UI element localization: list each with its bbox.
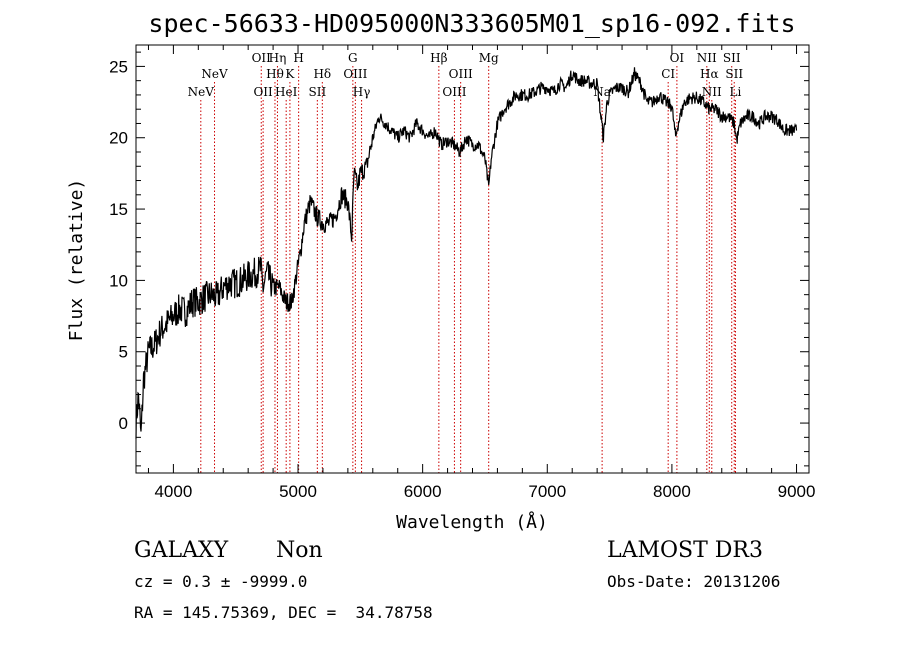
y-tick-label: 20 <box>109 129 128 148</box>
spectral-line-label: OIII <box>442 85 466 99</box>
spectral-line-label: Hα <box>700 67 719 81</box>
spectral-line-label: OIII <box>343 67 367 81</box>
spectral-line-label: SII <box>725 67 743 81</box>
y-tick-label: 5 <box>119 343 128 362</box>
spectral-line-label: OII <box>253 85 273 99</box>
ra-dec-coordinates: RA = 145.75369, DEC = 34.78758 <box>134 603 433 622</box>
spectral-line-label: OI <box>670 51 685 65</box>
spectral-line-label: CI <box>661 67 675 81</box>
spectral-line-label: Hθ <box>266 67 284 81</box>
spectral-line-label: OIII <box>449 67 473 81</box>
chart-title: spec-56633-HD095000N333605M01_sp16-092.f… <box>148 9 795 38</box>
y-tick-label: 15 <box>109 200 128 219</box>
spectral-line-label: OII <box>252 51 272 65</box>
spectral-line-label: K <box>285 67 295 81</box>
emission-lines: NeVNeVOIIOIIHθHηHeIKHSIIHδGOIIIHγHβOIIIO… <box>188 51 743 473</box>
y-axis-label: Flux (relative) <box>66 179 87 342</box>
x-tick-label: 4000 <box>154 482 192 501</box>
spectral-line-label: NII <box>697 51 717 65</box>
spectral-line-label: Hγ <box>353 85 371 99</box>
axis-ticks: 4000 5000 6000 7000 8000 9000 0 5 10 15 20 25 <box>109 45 815 501</box>
x-tick-label: 8000 <box>653 482 691 501</box>
spectral-line-label: NII <box>702 85 722 99</box>
object-subclass: Non <box>276 538 323 563</box>
spectral-line-label: SII <box>723 51 741 65</box>
y-tick-label: 0 <box>119 414 128 433</box>
spectral-line-label: Mg <box>479 51 499 65</box>
y-tick-label: 25 <box>109 57 128 76</box>
redshift-cz: cz = 0.3 ± -9999.0 <box>134 572 308 591</box>
x-tick-label: 5000 <box>279 482 317 501</box>
spectral-line-label: H <box>293 51 303 65</box>
x-tick-label: 9000 <box>778 482 816 501</box>
spectral-line-label: SII <box>308 85 326 99</box>
spectral-line-label: Li <box>730 85 742 99</box>
spectral-line-label: Hη <box>269 51 287 65</box>
spectrum-line <box>135 67 798 439</box>
x-tick-label: 7000 <box>528 482 566 501</box>
spectral-line-label: NeV <box>188 85 215 99</box>
spectral-line-label: NeV <box>201 67 228 81</box>
x-tick-label: 6000 <box>404 482 442 501</box>
observation-date: Obs-Date: 20131206 <box>607 572 781 591</box>
y-tick-label: 10 <box>109 271 128 290</box>
object-class: GALAXY <box>134 538 229 563</box>
spectral-line-label: HeI <box>275 85 298 99</box>
survey-name: LAMOST DR3 <box>607 538 763 563</box>
spectral-line-label: Hδ <box>313 67 331 81</box>
spectral-line-label: G <box>348 51 358 65</box>
x-axis-label: Wavelength (Å) <box>396 511 548 533</box>
spectral-line-label: Hβ <box>430 51 447 65</box>
